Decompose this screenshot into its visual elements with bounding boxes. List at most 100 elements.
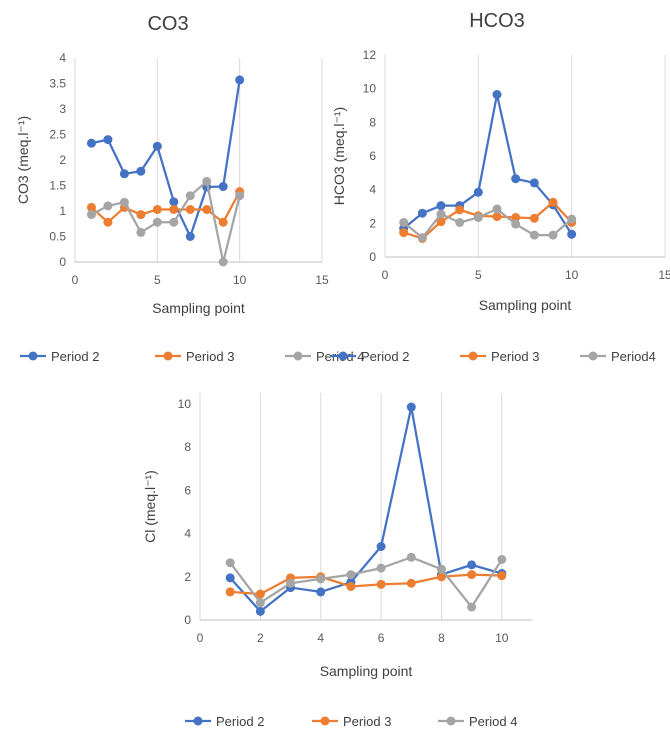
data-point: [86, 210, 96, 220]
data-point: [473, 212, 483, 222]
y-tick-label: 0.5: [49, 230, 66, 244]
data-point: [152, 141, 162, 151]
legend-label: Period 2: [51, 349, 99, 364]
data-point: [436, 201, 446, 211]
data-point: [492, 204, 502, 214]
y-axis-title: CO3 (meq.l⁻¹): [15, 116, 31, 204]
y-tick-label: 2.5: [49, 128, 66, 142]
y-tick-label: 2: [369, 216, 376, 230]
y-tick-label: 6: [184, 483, 191, 497]
data-point: [346, 581, 356, 591]
legend-label: Period 2: [361, 349, 409, 364]
legend-label: Period 2: [216, 714, 264, 729]
data-point: [103, 135, 113, 145]
series-line-1: [91, 79, 241, 238]
x-tick-label: 0: [72, 273, 79, 287]
y-axis-title: Cl (meq.l⁻¹): [142, 470, 158, 543]
data-point: [567, 214, 577, 224]
data-point: [218, 182, 228, 192]
x-tick-label: 10: [495, 631, 509, 645]
y-tick-label: 8: [369, 115, 376, 129]
data-point: [548, 230, 558, 240]
series-line-2: [90, 191, 241, 224]
data-point: [497, 554, 507, 564]
data-point: [376, 541, 386, 551]
data-point: [86, 138, 96, 148]
data-point: [86, 202, 96, 212]
data-point: [473, 187, 483, 197]
y-tick-label: 12: [363, 48, 377, 62]
legend-marker: [468, 351, 478, 361]
data-point: [255, 598, 265, 608]
data-point: [255, 589, 265, 599]
data-point: [399, 228, 409, 238]
x-axis-title: Sampling point: [479, 297, 572, 313]
data-point: [255, 606, 265, 616]
legend-label: Period 4: [469, 714, 517, 729]
data-point: [202, 176, 212, 186]
x-tick-label: 8: [438, 631, 445, 645]
series-line-1: [402, 93, 573, 235]
x-axis-title: Sampling point: [152, 300, 245, 316]
y-tick-label: 3: [59, 102, 66, 116]
y-tick-label: 1: [59, 204, 66, 218]
data-point: [235, 191, 245, 201]
chart-title: CO3: [147, 13, 188, 35]
series-line-2: [230, 573, 502, 596]
legend-marker: [446, 716, 456, 726]
data-point: [185, 204, 195, 214]
y-tick-label: 10: [363, 82, 377, 96]
data-point: [225, 587, 235, 597]
y-tick-label: 2: [184, 570, 191, 584]
y-tick-label: 4: [369, 183, 376, 197]
data-point: [136, 227, 146, 237]
data-point: [119, 169, 129, 179]
data-point: [202, 204, 212, 214]
series-line-2: [403, 201, 573, 240]
data-point: [492, 212, 502, 222]
y-tick-label: 4: [184, 527, 191, 541]
x-tick-label: 2: [257, 631, 264, 645]
chart-1: CO3 0 5 10 15 0 0.5 1 1.5 2 2.5 3 3.5 4 Sampling point…: [15, 13, 364, 364]
data-point: [152, 217, 162, 227]
data-point: [467, 560, 477, 570]
x-tick-label: 5: [475, 268, 482, 282]
legend-marker: [320, 716, 330, 726]
data-point: [119, 197, 129, 207]
data-point: [169, 204, 179, 214]
legend-marker: [588, 351, 598, 361]
x-tick-label: 5: [154, 273, 161, 287]
data-point: [406, 578, 416, 588]
data-point: [225, 573, 235, 583]
data-point: [346, 570, 356, 580]
data-point: [169, 197, 179, 207]
series-line-3: [90, 180, 241, 264]
data-point: [529, 213, 539, 223]
data-point: [286, 578, 296, 588]
data-point: [492, 90, 502, 100]
y-tick-label: 0: [184, 613, 191, 627]
data-point: [376, 563, 386, 573]
data-point: [497, 571, 507, 581]
y-tick-label: 0: [369, 250, 376, 264]
data-point: [218, 217, 228, 227]
data-point: [436, 564, 446, 574]
data-point: [529, 230, 539, 240]
y-tick-label: 3.5: [49, 77, 66, 91]
data-point: [529, 178, 539, 188]
data-point: [548, 197, 558, 207]
y-tick-label: 8: [184, 440, 191, 454]
legend-label: Period 3: [491, 349, 539, 364]
x-axis-title: Sampling point: [320, 663, 413, 679]
y-tick-label: 1.5: [49, 179, 66, 193]
data-point: [455, 217, 465, 227]
data-point: [235, 75, 245, 85]
x-tick-label: 15: [315, 273, 329, 287]
series-line-3: [402, 207, 573, 239]
legend-marker: [193, 716, 203, 726]
series-line-3: [229, 556, 503, 609]
data-point: [103, 217, 113, 227]
data-point: [417, 208, 427, 218]
y-tick-label: 6: [369, 149, 376, 163]
